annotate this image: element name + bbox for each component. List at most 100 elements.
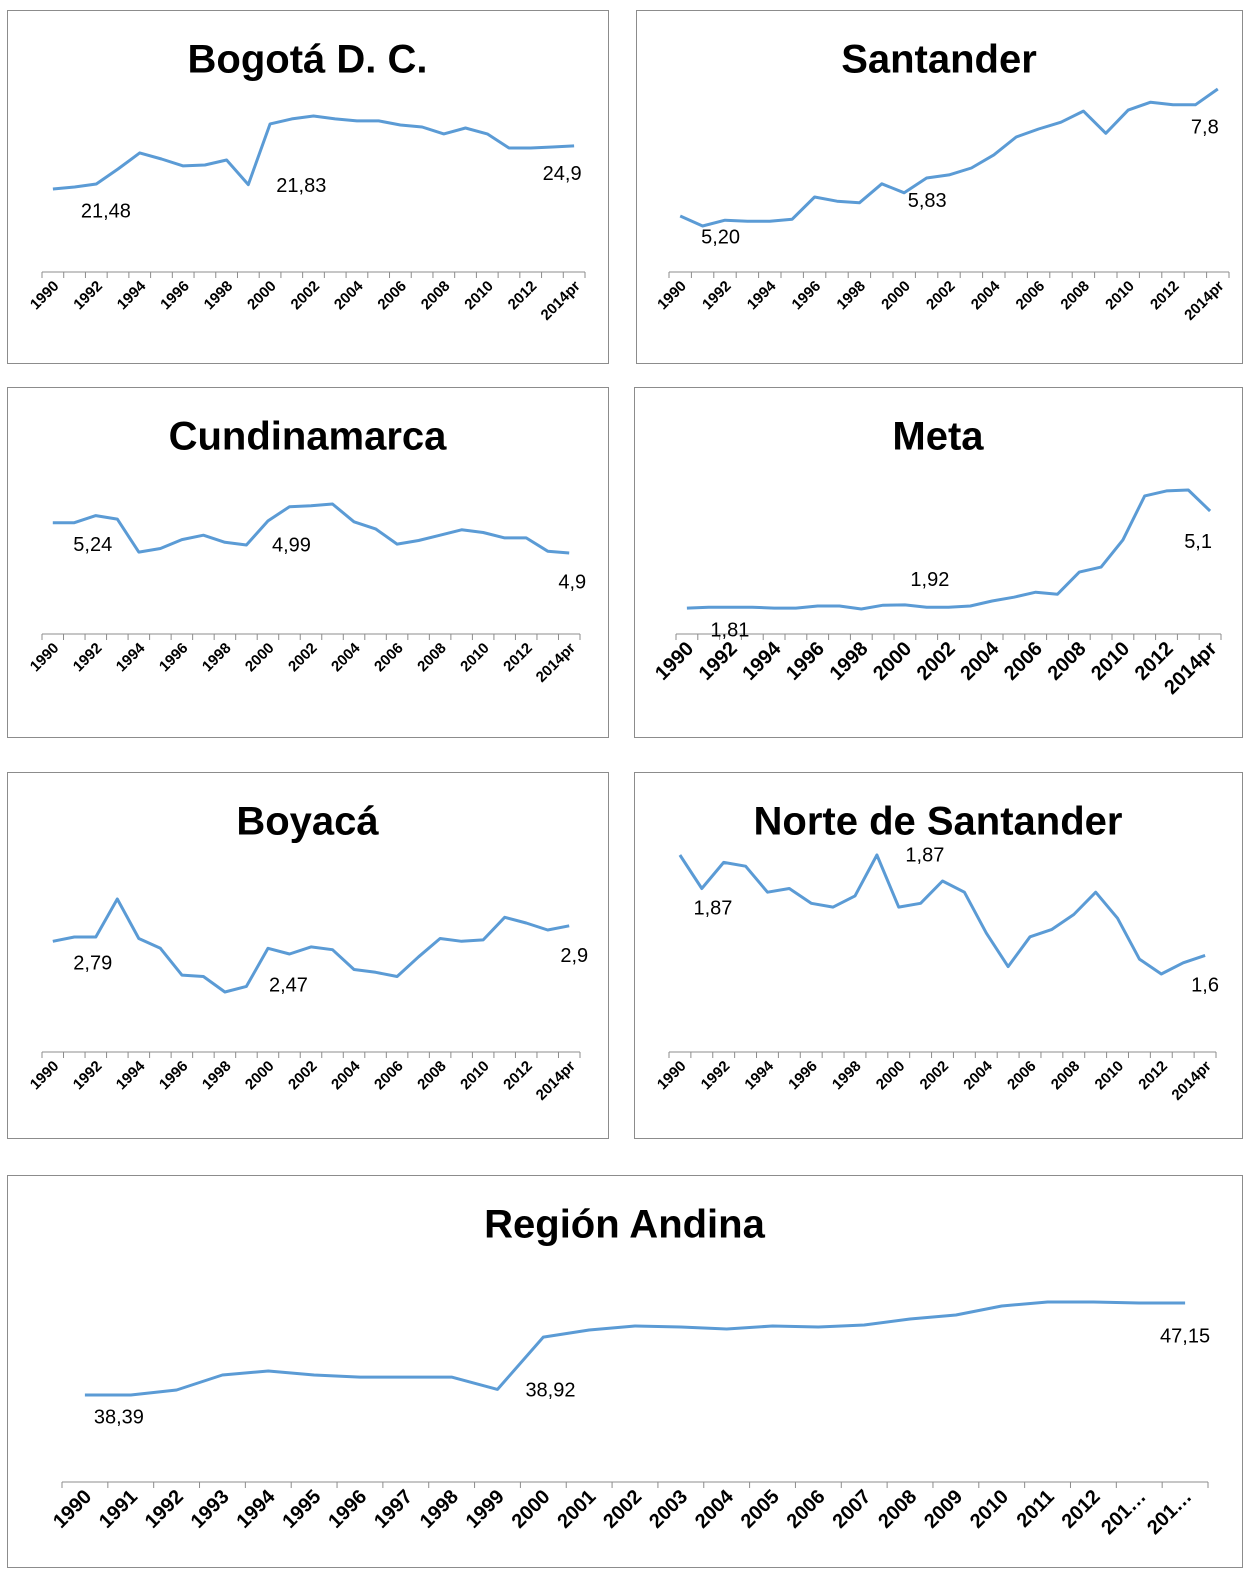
data-label: 21,48 xyxy=(81,200,131,222)
data-label: 5,1 xyxy=(1184,531,1212,553)
x-tick-label: 2009 xyxy=(920,1486,967,1533)
data-label: 2,79 xyxy=(73,953,112,975)
x-tick-label: 1990 xyxy=(27,640,63,676)
x-tick-label: 1990 xyxy=(49,1486,96,1533)
panel-border xyxy=(634,387,1243,738)
x-tick-label: 1992 xyxy=(141,1486,188,1533)
x-tick-label: 201… xyxy=(1143,1486,1196,1539)
x-tick-label: 1994 xyxy=(741,1057,777,1093)
x-tick-label: 2010 xyxy=(1087,638,1134,685)
data-label: 21,83 xyxy=(276,175,326,197)
x-tick-label: 1994 xyxy=(233,1485,281,1533)
x-tick-label: 1990 xyxy=(27,278,63,314)
x-tick-label: 2008 xyxy=(874,1486,921,1533)
x-tick-label: 1990 xyxy=(654,1058,690,1094)
data-label: 1,87 xyxy=(693,897,732,919)
x-tick-label: 1990 xyxy=(27,1058,63,1094)
panel-border xyxy=(7,1175,1243,1568)
chart-panel: Cundinamarca 1990 1992 1994 1996 1998 2000 2002… xyxy=(7,387,609,738)
x-tick-label: 1992 xyxy=(70,640,106,676)
data-label: 1,6 xyxy=(1191,975,1219,997)
x-tick-label: 2000 xyxy=(878,278,914,314)
x-tick-label: 2002 xyxy=(285,1058,321,1094)
x-tick-label: 2006 xyxy=(1004,1058,1040,1094)
data-label: 38,39 xyxy=(94,1406,144,1428)
x-tick-label: 1994 xyxy=(113,1057,149,1093)
x-tick-label: 1998 xyxy=(201,278,237,314)
x-tick-label: 2000 xyxy=(244,278,280,314)
data-label: 2,9 xyxy=(560,945,588,967)
x-tick-label: 1998 xyxy=(199,640,235,676)
chart-panel: Región Andina199019911992199319941995199… xyxy=(7,1175,1243,1568)
x-tick-label: 2002 xyxy=(917,1058,953,1094)
x-tick-label: 1996 xyxy=(782,638,829,685)
chart-title: Meta xyxy=(892,415,984,459)
x-tick-label: 201… xyxy=(1097,1486,1150,1539)
data-label: 7,8 xyxy=(1191,116,1219,138)
x-tick-label: 2011 xyxy=(1013,1486,1059,1532)
x-tick-label: 2006 xyxy=(783,1486,830,1533)
x-tick-label: 2000 xyxy=(869,638,916,685)
panel-border xyxy=(634,772,1243,1139)
data-label: 2,47 xyxy=(269,975,308,997)
x-tick-label: 2005 xyxy=(737,1486,784,1533)
x-tick-label: 2006 xyxy=(1000,638,1047,685)
chart-title: Norte de Santander xyxy=(754,800,1123,844)
x-tick-label: 2008 xyxy=(1044,638,1091,685)
data-label: 4,99 xyxy=(272,534,311,556)
x-tick-label: 1994 xyxy=(738,637,786,685)
x-tick-label: 1997 xyxy=(370,1486,417,1533)
x-tick-label: 2012 xyxy=(505,278,541,314)
chart-title: Bogotá D. C. xyxy=(188,38,428,82)
data-label: 1,92 xyxy=(910,569,949,591)
x-tick-label: 2008 xyxy=(418,278,454,314)
x-tick-label: 1998 xyxy=(826,638,873,685)
x-tick-label: 2008 xyxy=(414,1058,450,1094)
chart-panel: Bogotá D. C. 1990 1992 1994 1996 1998 2000 2002… xyxy=(7,10,609,364)
x-tick-label: 2014pr xyxy=(1181,278,1227,324)
x-tick-label: 2004 xyxy=(691,1485,739,1533)
x-tick-label: 1998 xyxy=(416,1486,463,1533)
x-tick-label: 2012 xyxy=(500,640,536,676)
x-tick-label: 2000 xyxy=(508,1486,555,1533)
x-tick-label: 2008 xyxy=(1048,1058,1084,1094)
x-tick-label: 1994 xyxy=(744,277,780,313)
panel-border xyxy=(7,10,609,364)
chart-title: Boyacá xyxy=(236,800,379,844)
chart-title: Cundinamarca xyxy=(169,415,448,459)
x-tick-label: 2010 xyxy=(1092,1058,1128,1094)
data-label: 38,92 xyxy=(525,1380,575,1402)
x-tick-label: 2002 xyxy=(599,1486,646,1533)
x-tick-label: 1990 xyxy=(654,278,690,314)
x-tick-label: 2010 xyxy=(966,1486,1013,1533)
data-label: 5,83 xyxy=(908,190,947,212)
x-tick-label: 1996 xyxy=(156,1058,192,1094)
x-tick-label: 2002 xyxy=(913,638,960,685)
x-tick-label: 1996 xyxy=(785,1058,821,1094)
x-tick-label: 1999 xyxy=(462,1486,509,1533)
data-label: 5,20 xyxy=(701,226,740,248)
x-tick-label: 2014pr xyxy=(533,1058,579,1104)
x-tick-label: 2001 xyxy=(553,1486,600,1533)
x-tick-label: 1992 xyxy=(70,1058,106,1094)
x-tick-label: 1996 xyxy=(157,278,193,314)
x-tick-label: 2000 xyxy=(873,1058,909,1094)
data-label: 47,15 xyxy=(1160,1325,1210,1347)
x-tick-label: 1992 xyxy=(698,1058,734,1094)
x-tick-label: 1998 xyxy=(199,1058,235,1094)
x-tick-label: 1996 xyxy=(156,640,192,676)
x-tick-label: 2004 xyxy=(328,1057,364,1093)
x-tick-label: 2010 xyxy=(457,1058,493,1094)
line xyxy=(686,488,1212,611)
x-tick-label: 2007 xyxy=(828,1486,875,1533)
x-tick-label: 2010 xyxy=(457,640,493,676)
x-tick-label: 2002 xyxy=(923,278,959,314)
x-tick-label: 2004 xyxy=(968,277,1004,313)
x-tick-label: 2012 xyxy=(500,1058,536,1094)
x-tick-label: 2006 xyxy=(1013,278,1049,314)
x-tick-label: 2012 xyxy=(1147,278,1183,314)
line xyxy=(52,897,570,994)
